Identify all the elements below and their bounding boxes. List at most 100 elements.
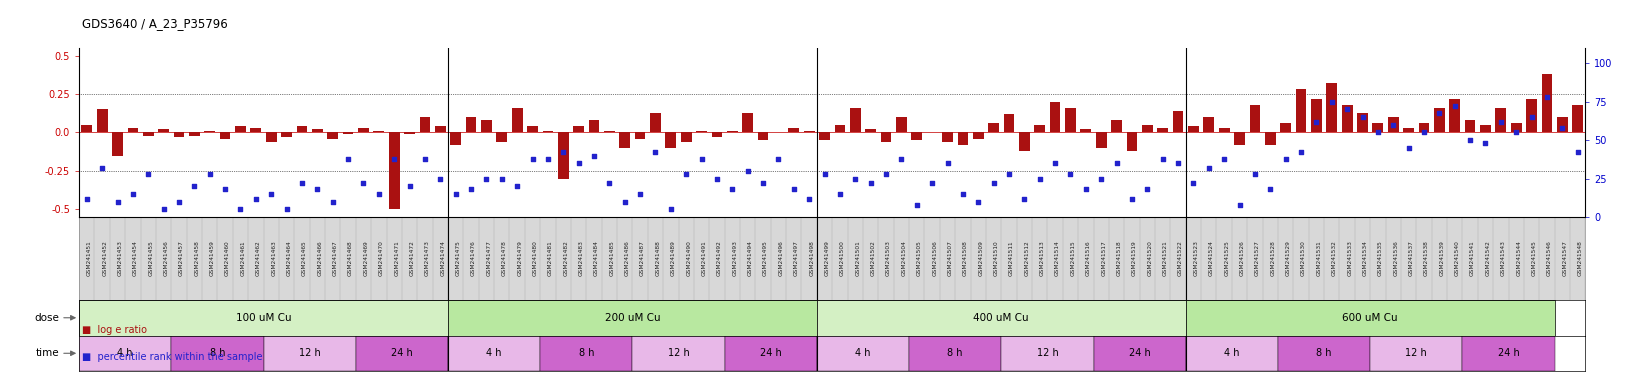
Point	[949, 191, 976, 197]
Text: 12 h: 12 h	[667, 348, 689, 358]
Bar	[1295, 89, 1307, 132]
Point	[1257, 186, 1284, 192]
Bar	[81, 125, 92, 132]
Text: GSM241481: GSM241481	[547, 240, 552, 276]
Point	[643, 149, 669, 156]
Point	[1396, 145, 1422, 151]
Text: GSM241534: GSM241534	[1363, 240, 1368, 276]
Text: 400 uM Cu: 400 uM Cu	[974, 313, 1028, 323]
Bar	[264, 336, 356, 371]
Point	[796, 195, 822, 202]
Bar	[1373, 123, 1383, 132]
Point	[1503, 129, 1529, 136]
Text: GSM241500: GSM241500	[840, 240, 845, 276]
Bar	[1220, 128, 1229, 132]
Point	[519, 156, 545, 162]
Text: GSM241515: GSM241515	[1071, 240, 1076, 276]
Text: GSM241547: GSM241547	[1562, 240, 1567, 276]
Bar	[1127, 132, 1137, 151]
Bar	[97, 109, 107, 132]
Point	[689, 156, 715, 162]
Point	[704, 175, 730, 182]
Text: 8 h: 8 h	[578, 348, 593, 358]
Point	[335, 156, 361, 162]
Point	[320, 199, 346, 205]
Text: 24 h: 24 h	[1498, 348, 1519, 358]
Text: GSM241477: GSM241477	[486, 240, 491, 276]
Point	[903, 202, 929, 208]
Text: GSM241495: GSM241495	[763, 240, 768, 276]
Text: GSM241538: GSM241538	[1424, 240, 1429, 276]
Text: GDS3640 / A_23_P35796: GDS3640 / A_23_P35796	[82, 17, 227, 30]
Text: GSM241488: GSM241488	[656, 240, 661, 276]
Bar	[250, 128, 262, 132]
Bar	[448, 336, 541, 371]
Point	[1241, 171, 1267, 177]
Text: GSM241454: GSM241454	[133, 240, 138, 276]
Text: GSM241545: GSM241545	[1531, 240, 1536, 276]
Text: GSM241510: GSM241510	[994, 240, 999, 276]
Bar	[356, 336, 448, 371]
Text: GSM241528: GSM241528	[1271, 240, 1276, 276]
Bar	[758, 132, 768, 140]
Bar	[957, 132, 969, 145]
Text: GSM241518: GSM241518	[1117, 240, 1122, 276]
Bar	[834, 125, 845, 132]
Text: GSM241524: GSM241524	[1208, 240, 1215, 276]
Bar	[972, 132, 984, 139]
Text: 200 uM Cu: 200 uM Cu	[605, 313, 661, 323]
Point	[658, 206, 684, 212]
Text: GSM241514: GSM241514	[1055, 240, 1060, 276]
Text: GSM241464: GSM241464	[287, 240, 292, 276]
Bar	[158, 129, 170, 132]
Bar	[1142, 125, 1152, 132]
Bar	[1312, 99, 1322, 132]
Text: GSM241530: GSM241530	[1300, 240, 1305, 276]
Bar	[127, 128, 138, 132]
Point	[888, 156, 915, 162]
Text: 12 h: 12 h	[298, 348, 320, 358]
Point	[1518, 114, 1544, 120]
Text: GSM241522: GSM241522	[1178, 240, 1183, 276]
Bar	[819, 132, 831, 140]
Text: GSM241539: GSM241539	[1439, 240, 1444, 276]
Text: GSM241453: GSM241453	[117, 240, 122, 276]
Text: GSM241519: GSM241519	[1132, 240, 1137, 276]
Bar	[1495, 108, 1506, 132]
Point	[366, 191, 392, 197]
Bar	[513, 108, 522, 132]
Point	[74, 195, 101, 202]
Text: GSM241505: GSM241505	[916, 240, 921, 276]
Text: GSM241493: GSM241493	[732, 240, 737, 276]
Bar	[633, 336, 725, 371]
Text: GSM241533: GSM241533	[1346, 240, 1351, 276]
Bar	[1280, 123, 1290, 132]
Text: GSM241543: GSM241543	[1501, 240, 1506, 276]
Point	[1027, 175, 1053, 182]
Point	[1195, 165, 1221, 171]
Bar	[204, 131, 216, 132]
Bar	[1449, 99, 1460, 132]
Point	[1333, 106, 1360, 113]
Point	[1287, 149, 1313, 156]
Point	[1211, 156, 1238, 162]
Bar	[649, 113, 661, 132]
Text: GSM241526: GSM241526	[1239, 240, 1244, 276]
Bar	[1035, 125, 1045, 132]
Bar	[1572, 105, 1584, 132]
Point	[719, 186, 745, 192]
Text: GSM241494: GSM241494	[748, 240, 753, 276]
Text: GSM241498: GSM241498	[809, 240, 814, 276]
Point	[1012, 195, 1038, 202]
Bar	[1462, 336, 1554, 371]
Bar	[79, 336, 171, 371]
Text: GSM241532: GSM241532	[1332, 240, 1337, 276]
Point	[1564, 149, 1590, 156]
Point	[1379, 122, 1406, 128]
Point	[1304, 119, 1330, 125]
Point	[750, 180, 776, 186]
Point	[672, 171, 699, 177]
Text: 4 h: 4 h	[855, 348, 870, 358]
Point	[873, 171, 900, 177]
Point	[1426, 109, 1452, 116]
